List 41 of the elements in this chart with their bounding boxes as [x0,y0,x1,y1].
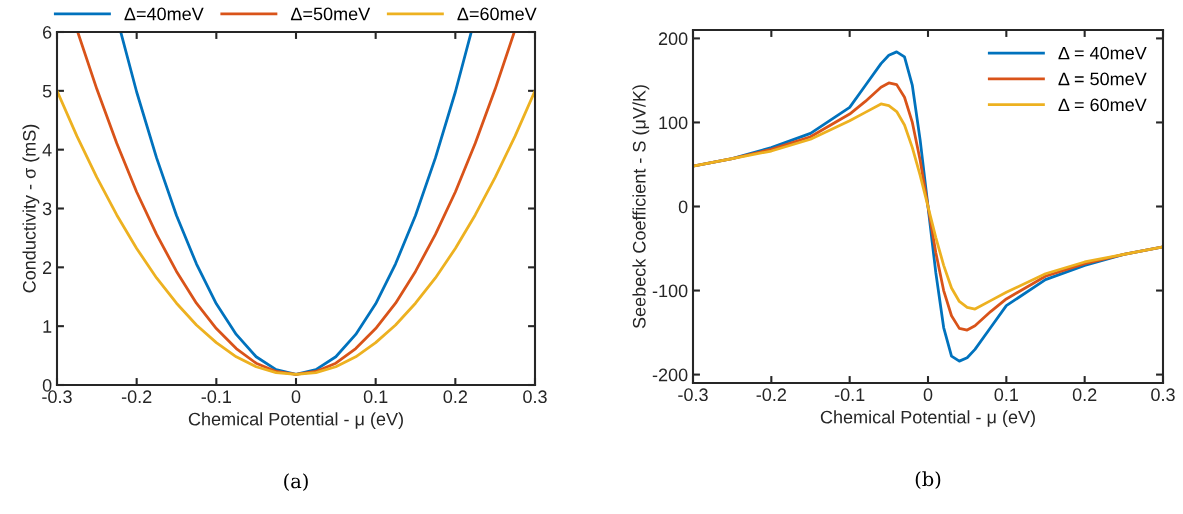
line-series [76,32,516,376]
x-tick-label: 0.2 [1072,388,1097,402]
y-tick-label: 6 [43,25,52,39]
y-axis-title: Seebeck Coefficient - S (μV/K) [632,85,650,329]
y-tick-label: 2 [43,261,52,274]
x-tick-label: -0.2 [121,390,152,404]
legend-label: Δ = 50meV [1058,72,1147,86]
x-tick-label: 0.2 [443,390,467,404]
x-tick-label: -0.3 [42,390,72,404]
y-tick-label: 0 [678,200,688,214]
legend-label: Δ = 60meV [1058,98,1147,112]
x-tick-label: 0 [923,388,933,402]
x-tick-label: 0.1 [994,388,1018,402]
y-tick-label: 100 [659,116,688,130]
legend-label: Δ = 40meV [1058,46,1147,60]
x-tick-label: -0.3 [678,388,708,402]
x-tick-label: 0.3 [523,390,547,404]
y-tick-label: 4 [42,143,52,157]
x-tick-label: 0 [291,390,301,404]
y-tick-label: 200 [658,32,688,46]
x-tick-label: -0.2 [756,388,786,402]
y-tick-label: -100 [652,284,688,298]
y-tick-label: 3 [42,202,52,216]
y-tick-label: 1 [43,320,52,333]
y-tick-label: 0 [42,378,52,392]
text: (b) [915,471,941,490]
y-axis-title: Conductivity - σ (mS) [22,124,40,293]
x-tick-label: 0.3 [1151,388,1175,402]
line-series [119,32,473,376]
x-tick-label: -0.1 [834,388,865,402]
x-axis-title: Chemical Potential - μ (eV) [820,410,1035,428]
x-axis-title: Chemical Potential - μ (eV) [188,412,403,430]
text: (a) [284,473,308,492]
y-tick-label: 5 [42,84,52,98]
line-series [57,89,535,376]
legend-label: Δ=50meV [290,7,371,21]
legend-label: Δ=40meV [124,7,204,21]
x-tick-label: -0.1 [201,390,232,404]
legend-label: Δ=60meV [457,7,537,21]
x-tick-label: 0.1 [363,390,388,404]
y-tick-label: -200 [652,368,688,382]
